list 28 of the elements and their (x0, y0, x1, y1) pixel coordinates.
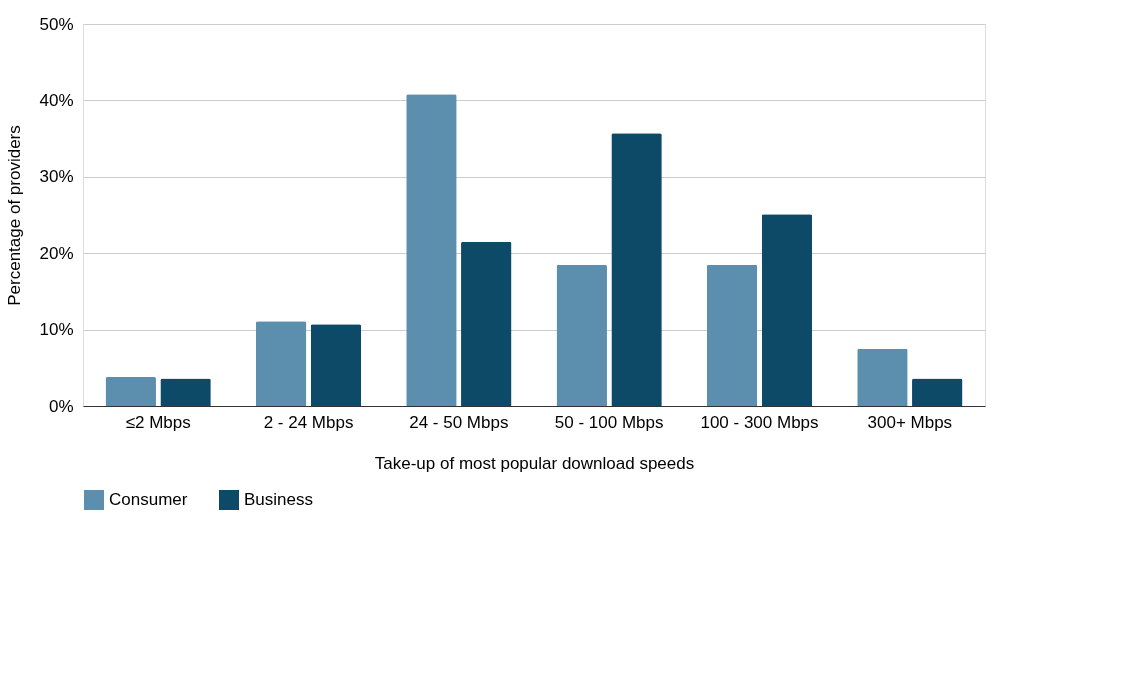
bar (706, 264, 758, 406)
y-tick-label: 20% (39, 243, 74, 263)
bar (857, 348, 908, 406)
bar (761, 214, 813, 406)
bar (105, 376, 156, 406)
x-tick-label: ≤2 Mbps (125, 412, 191, 432)
bar (310, 324, 362, 406)
y-tick-label: 50% (39, 14, 74, 34)
bar (406, 94, 457, 406)
x-axis-title: Take-up of most popular download speeds (374, 453, 695, 473)
legend-label: Consumer (109, 490, 188, 509)
bar (611, 133, 662, 406)
bar (160, 378, 211, 406)
y-tick-label: 10% (39, 320, 74, 340)
x-tick-label: 24 - 50 Mbps (409, 412, 509, 432)
x-tick-label: 100 - 300 Mbps (700, 412, 819, 432)
y-axis-title: Percentage of providers (5, 125, 25, 306)
y-tick-label: 40% (39, 90, 74, 110)
x-tick-label: 300+ Mbps (867, 412, 953, 432)
bar (255, 321, 307, 406)
bar (461, 241, 512, 406)
legend-label: Business (244, 490, 313, 509)
y-tick-label: 30% (39, 167, 74, 187)
bar (912, 378, 963, 406)
y-tick-label: 0% (48, 396, 74, 416)
x-tick-label: 2 - 24 Mbps (263, 412, 354, 432)
bar (556, 264, 607, 406)
x-tick-label: 50 - 100 Mbps (554, 412, 664, 432)
